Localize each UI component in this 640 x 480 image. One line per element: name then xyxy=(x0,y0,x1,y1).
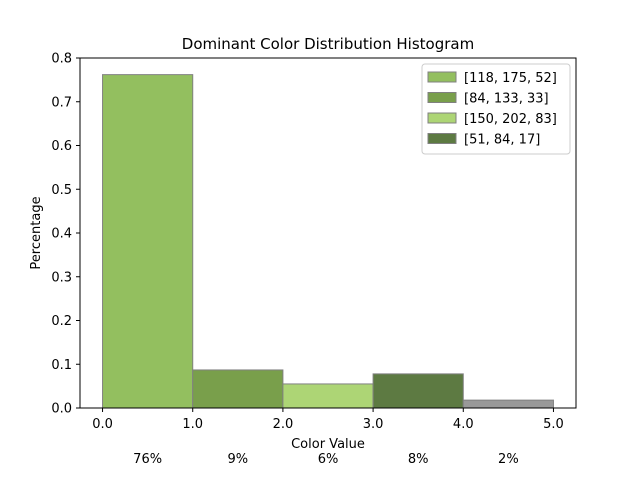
legend-entry-label: [150, 202, 83] xyxy=(464,112,557,127)
y-tick-label: 0.7 xyxy=(51,95,72,110)
legend-swatch xyxy=(427,71,457,83)
y-axis: 0.0 0.1 0.2 0.3 0.4 0.5 0.6 0.7 0.8 xyxy=(51,52,80,417)
x-tick-label: 1.0 xyxy=(182,417,203,432)
histogram-bar-4 xyxy=(372,373,464,409)
legend-box xyxy=(421,63,571,155)
percent-labels: 76% 9% 6% 8% 2% xyxy=(133,452,518,467)
percent-label: 9% xyxy=(228,452,249,467)
histogram-bar-2 xyxy=(192,369,284,409)
histogram-bar-5 xyxy=(462,399,554,409)
legend-swatch xyxy=(427,133,457,144)
y-tick-label: 0.6 xyxy=(51,139,72,154)
y-tick-label: 0.1 xyxy=(51,358,72,373)
histogram-bar-3 xyxy=(282,383,374,409)
x-tick-label: 0.0 xyxy=(92,417,113,432)
y-tick-label: 0.8 xyxy=(51,52,72,67)
chart-title: Dominant Color Distribution Histogram xyxy=(182,35,474,53)
legend-swatch xyxy=(427,92,457,103)
y-tick-label: 0.5 xyxy=(51,183,72,198)
x-tick-label: 2.0 xyxy=(273,417,294,432)
bars-layer xyxy=(102,74,554,409)
x-axis-label: Color Value xyxy=(291,437,365,452)
legend-swatch xyxy=(427,112,457,124)
y-tick-label: 0.4 xyxy=(51,227,72,242)
legend-entry-label: [118, 175, 52] xyxy=(464,71,557,86)
y-axis-label: Percentage xyxy=(29,196,44,269)
legend: [118, 175, 52] [84, 133, 33] [150, 202, 83… xyxy=(421,63,571,155)
legend-entry-label: [51, 84, 17] xyxy=(464,133,540,148)
percent-label: 6% xyxy=(318,452,339,467)
percent-label: 2% xyxy=(498,452,519,467)
y-tick-label: 0.0 xyxy=(51,402,72,417)
x-tick-label: 5.0 xyxy=(543,417,564,432)
x-axis: 0.0 1.0 2.0 3.0 4.0 5.0 xyxy=(92,408,564,432)
x-tick-label: 4.0 xyxy=(453,417,474,432)
legend-entry-label: [84, 133, 33] xyxy=(464,92,549,107)
y-tick-label: 0.2 xyxy=(51,314,72,329)
y-tick-label: 0.3 xyxy=(51,270,72,285)
percent-label: 8% xyxy=(408,452,429,467)
x-tick-label: 3.0 xyxy=(363,417,384,432)
percent-label: 76% xyxy=(133,452,162,467)
histogram-bar-1 xyxy=(102,74,194,409)
